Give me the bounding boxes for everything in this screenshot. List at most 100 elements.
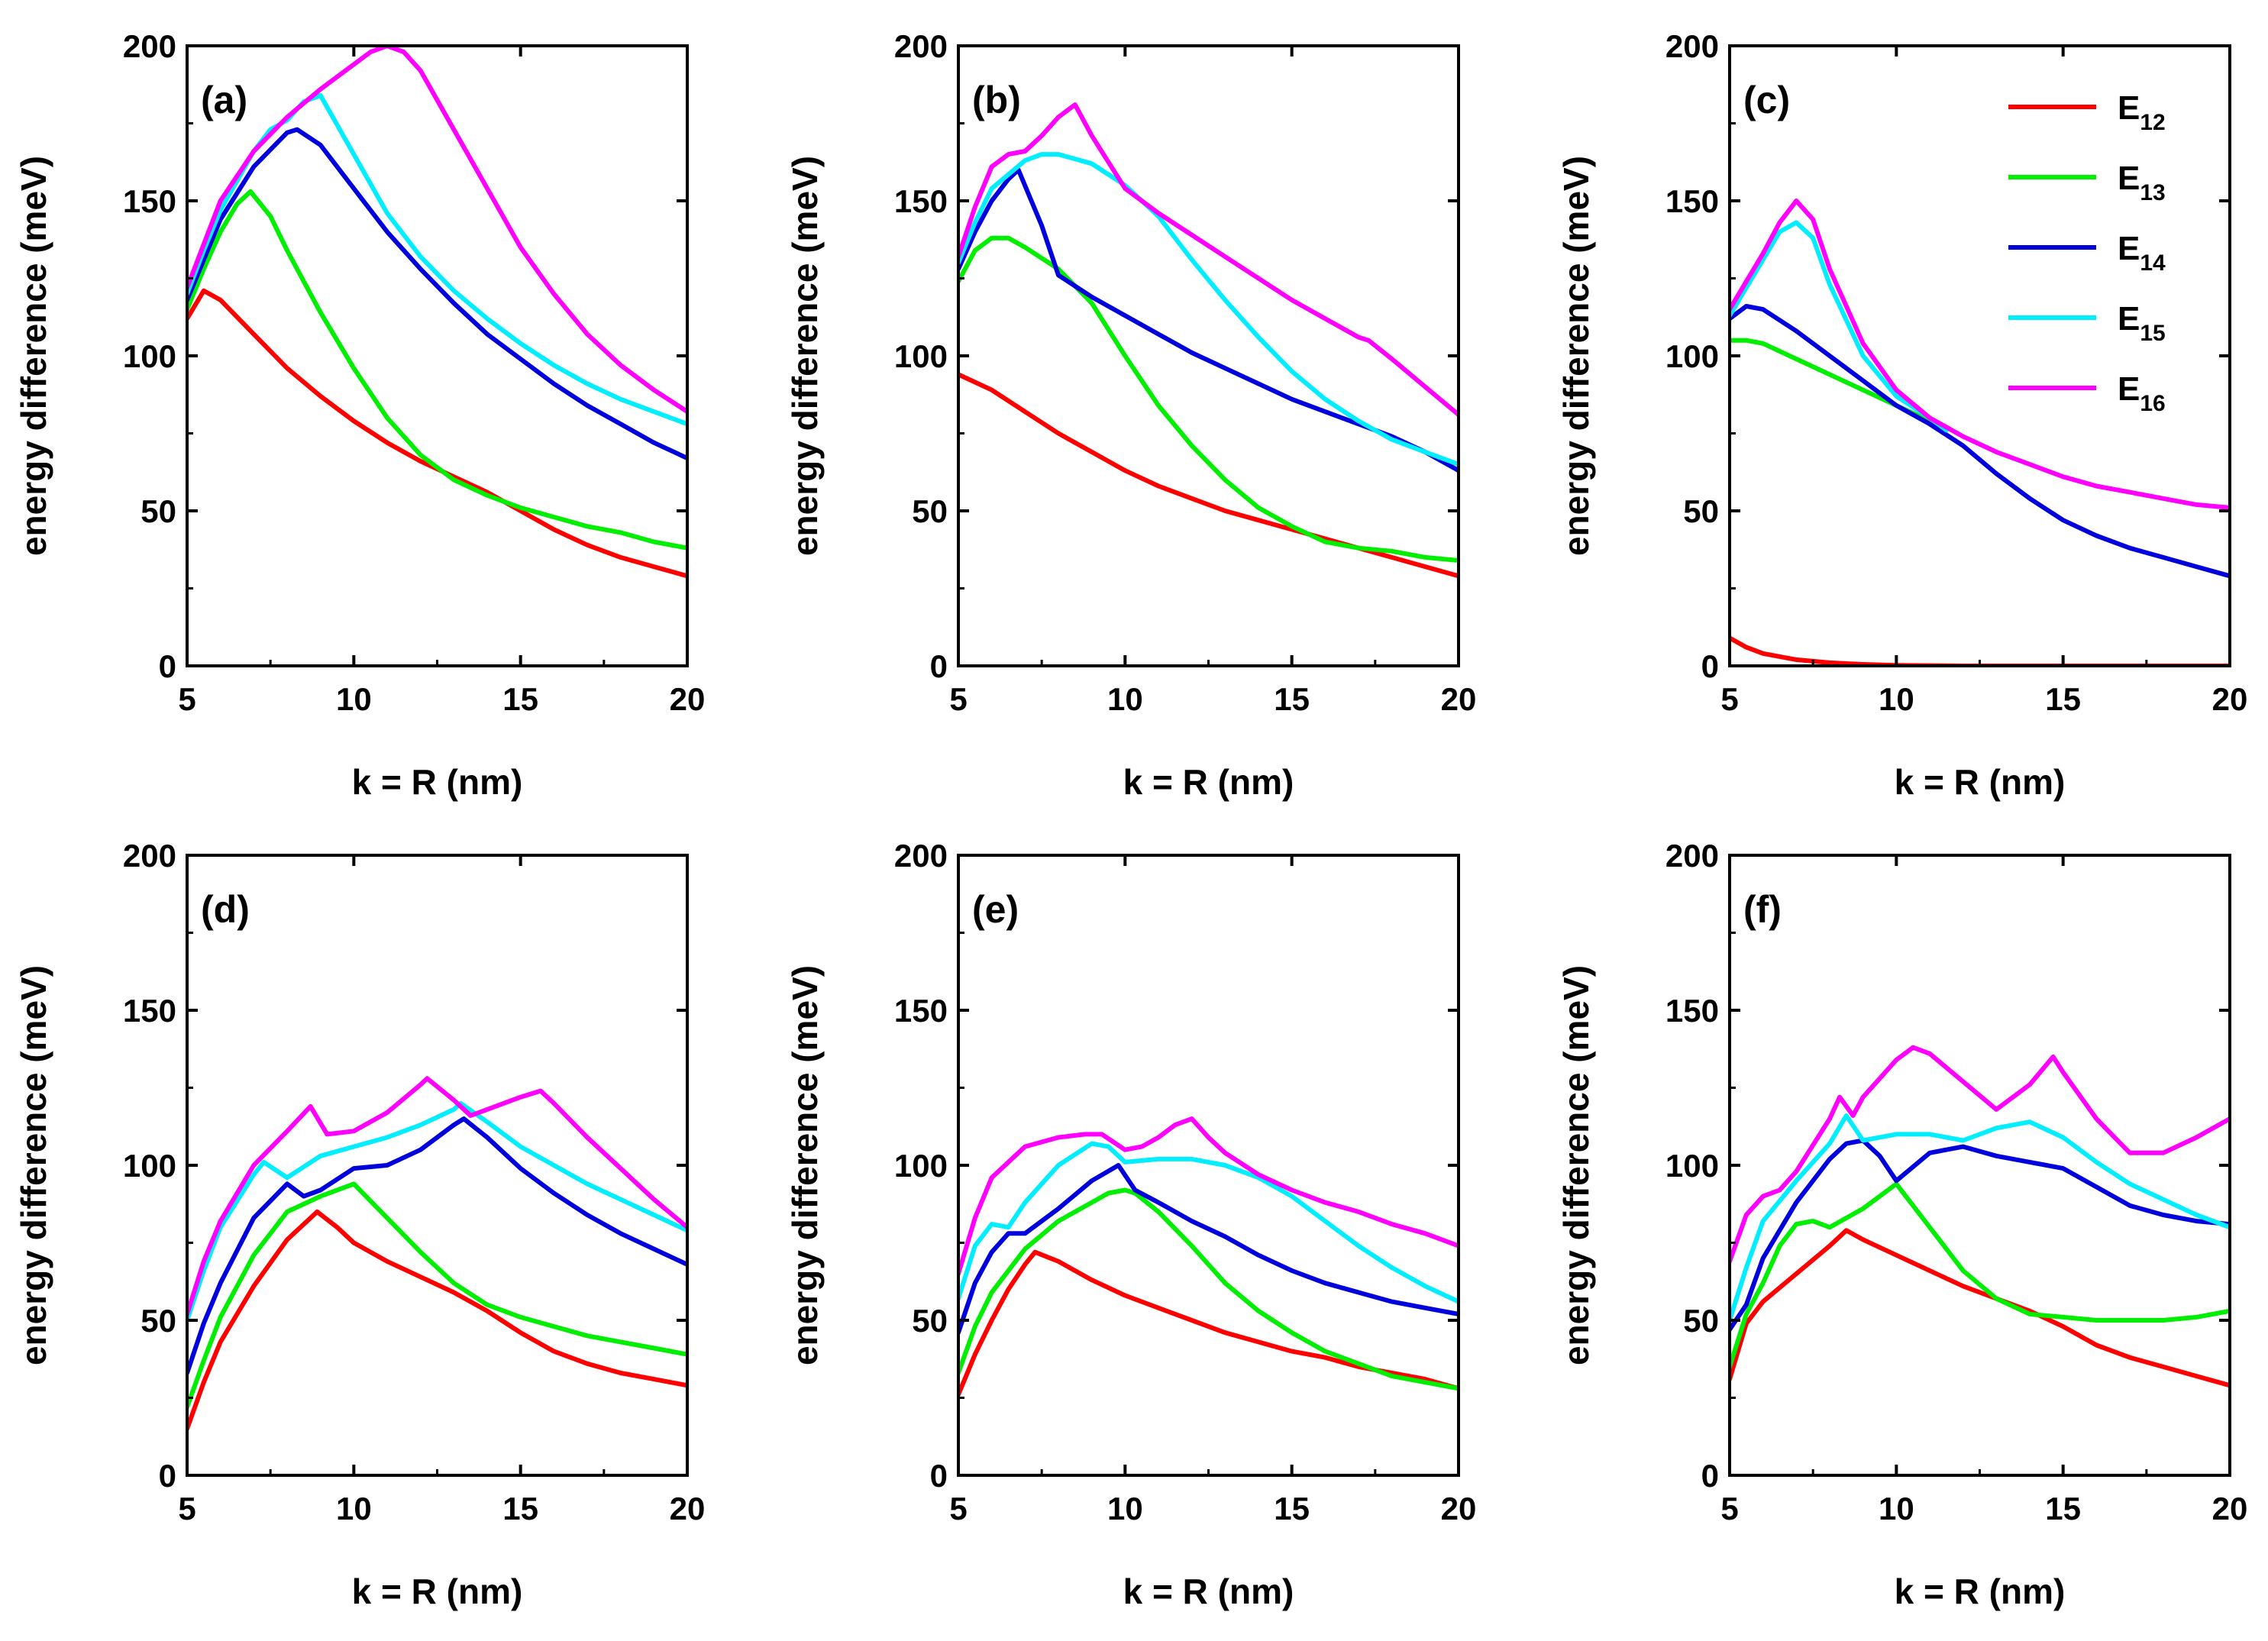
y-tick-label: 200: [123, 838, 176, 874]
series-line-e15: [1730, 1113, 2230, 1323]
panel-label: (e): [972, 888, 1019, 931]
y-tick-label: 200: [1665, 28, 1719, 64]
y-tick-label: 150: [894, 183, 948, 219]
x-tick-label: 10: [336, 681, 372, 717]
legend-label-e12: E12: [2118, 89, 2166, 135]
x-axis-title: k = R (nm): [352, 1572, 523, 1611]
x-tick-label: 15: [2045, 681, 2081, 717]
x-axis-title: k = R (nm): [352, 762, 523, 802]
legend-label-e14: E14: [2118, 230, 2166, 276]
y-axis-title: energy difference (meV): [14, 965, 53, 1365]
x-tick-label: 15: [1274, 681, 1310, 717]
y-tick-label: 0: [1701, 1458, 1719, 1494]
y-tick-label: 200: [1665, 838, 1719, 874]
y-tick-label: 50: [1683, 493, 1719, 529]
y-tick-label: 100: [1665, 1148, 1719, 1184]
series-group: [187, 1076, 687, 1432]
series-line-e12: [187, 1209, 687, 1432]
y-tick-label: 200: [894, 838, 948, 874]
y-axis-title: energy difference (meV): [785, 965, 825, 1365]
y-tick-label: 100: [123, 1148, 176, 1184]
y-tick-label: 200: [894, 28, 948, 64]
y-tick-label: 0: [159, 648, 176, 684]
x-tick-label: 10: [1107, 1491, 1143, 1526]
plot-frame: [957, 44, 1460, 667]
y-tick-label: 0: [1701, 648, 1719, 684]
plot-frame: [1728, 854, 2231, 1477]
y-tick-label: 0: [930, 1458, 948, 1494]
x-axis-title: k = R (nm): [1895, 1572, 2066, 1611]
plot-frame: [1728, 44, 2231, 667]
y-tick-label: 150: [894, 993, 948, 1029]
series-line-e13: [1730, 1181, 2230, 1369]
y-axis-title: energy difference (meV): [1556, 156, 1596, 556]
x-tick-label: 10: [1879, 1491, 1914, 1526]
series-line-e12: [187, 288, 687, 579]
series-group: [1730, 1045, 2230, 1388]
x-tick-label: 20: [670, 681, 706, 717]
x-tick-label: 15: [1274, 1491, 1310, 1526]
x-tick-label: 5: [178, 1491, 195, 1526]
series-line-e13: [187, 189, 687, 551]
y-tick-label: 50: [912, 493, 948, 529]
series-line-e16: [958, 102, 1459, 418]
series-line-e16: [958, 1116, 1459, 1277]
series-line-e14: [187, 1116, 687, 1375]
panel-label: (c): [1743, 79, 1790, 121]
x-tick-label: 20: [1441, 1491, 1477, 1526]
series-line-e15: [958, 152, 1459, 467]
y-tick-label: 100: [894, 1148, 948, 1184]
x-tick-label: 5: [949, 681, 967, 717]
x-axis-title: k = R (nm): [1895, 762, 2066, 802]
x-tick-label: 5: [1720, 1491, 1738, 1526]
series-line-e13: [958, 1187, 1459, 1391]
series-group: [187, 46, 687, 579]
series-line-e15: [958, 1141, 1459, 1304]
x-tick-label: 15: [502, 1491, 538, 1526]
x-tick-label: 10: [1107, 681, 1143, 717]
panel-label: (f): [1743, 888, 1782, 931]
y-tick-label: 150: [1665, 183, 1719, 219]
x-tick-label: 5: [1720, 681, 1738, 717]
series-line-e14: [1730, 304, 2230, 579]
y-tick-label: 100: [1665, 338, 1719, 374]
y-tick-label: 0: [930, 648, 948, 684]
y-tick-label: 50: [141, 1303, 176, 1339]
y-tick-label: 150: [123, 183, 176, 219]
y-axis-title: energy difference (meV): [785, 156, 825, 556]
series-line-e16: [187, 46, 687, 415]
x-tick-label: 15: [502, 681, 538, 717]
x-axis-title: k = R (nm): [1123, 1572, 1294, 1611]
y-tick-label: 50: [1683, 1303, 1719, 1339]
series-group: [958, 102, 1459, 579]
legend-label-e16: E16: [2118, 370, 2166, 416]
x-axis-title: k = R (nm): [1123, 762, 1294, 802]
series-line-e14: [187, 127, 687, 460]
series-line-e16: [1730, 199, 2230, 510]
panel-label: (d): [201, 888, 250, 931]
x-tick-label: 15: [2045, 1491, 2081, 1526]
series-line-e14: [1730, 1138, 2230, 1333]
x-tick-label: 5: [178, 681, 195, 717]
x-tick-label: 10: [336, 1491, 372, 1526]
legend-label-e13: E13: [2118, 160, 2166, 205]
series-line-e15: [187, 1100, 687, 1323]
y-tick-label: 100: [894, 338, 948, 374]
series-line-e12: [1730, 1228, 2230, 1388]
series-line-e16: [1730, 1045, 2230, 1264]
y-tick-label: 150: [1665, 993, 1719, 1029]
series-group: [958, 1116, 1459, 1397]
series-line-e12: [958, 1249, 1459, 1397]
x-tick-label: 5: [949, 1491, 967, 1526]
x-tick-label: 20: [2212, 1491, 2248, 1526]
series-line-e14: [958, 167, 1459, 473]
y-tick-label: 0: [159, 1458, 176, 1494]
legend: E12 E13 E14 E15 E16: [2008, 89, 2166, 416]
x-tick-label: 20: [670, 1491, 706, 1526]
